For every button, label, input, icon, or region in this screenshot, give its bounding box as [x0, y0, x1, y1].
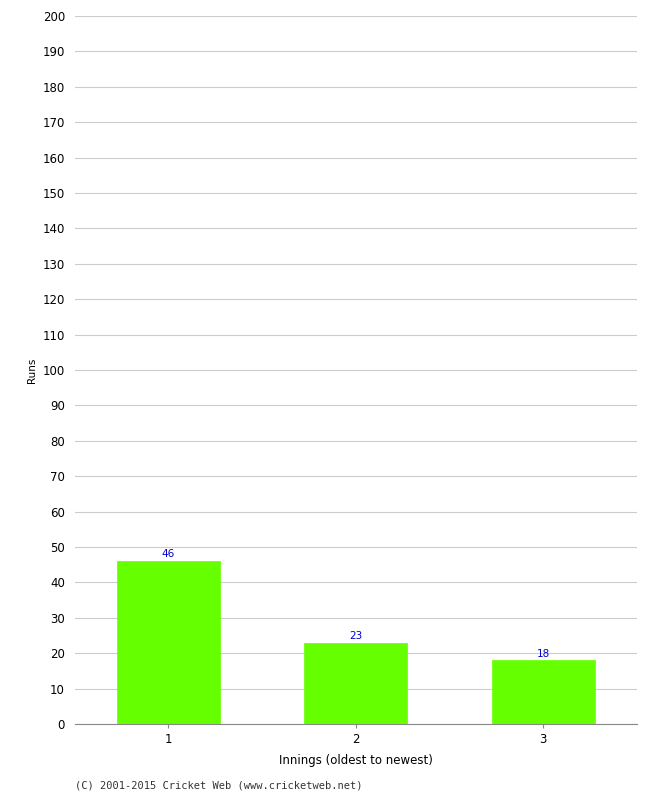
Bar — [117, 561, 220, 724]
Text: 46: 46 — [162, 550, 175, 559]
Text: 23: 23 — [349, 631, 363, 641]
X-axis label: Innings (oldest to newest): Innings (oldest to newest) — [279, 754, 433, 767]
Y-axis label: Runs: Runs — [27, 358, 37, 382]
Text: (C) 2001-2015 Cricket Web (www.cricketweb.net): (C) 2001-2015 Cricket Web (www.cricketwe… — [75, 781, 362, 790]
Bar — [304, 642, 408, 724]
Bar — [492, 660, 595, 724]
Text: 18: 18 — [537, 649, 550, 658]
